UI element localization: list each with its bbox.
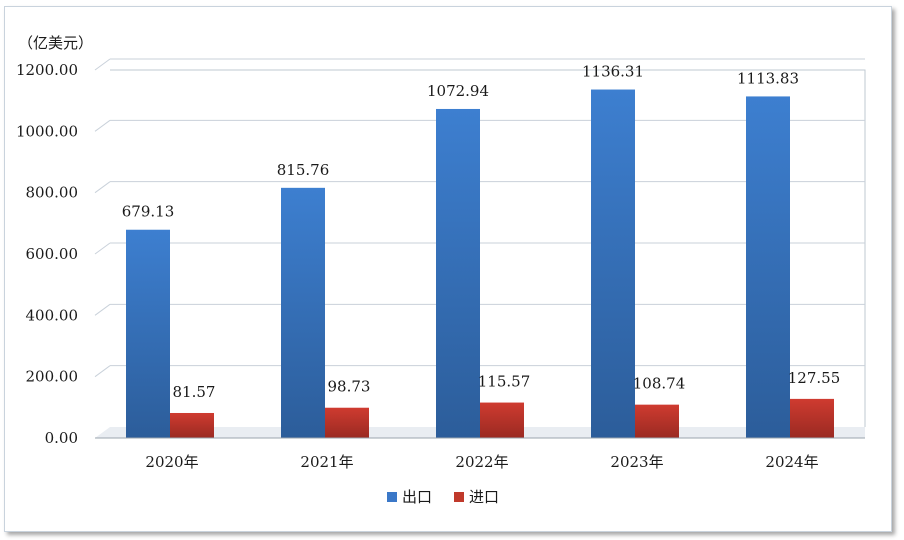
legend: 出口 进口 xyxy=(387,488,499,506)
gridline-diag xyxy=(94,58,111,71)
data-label-export: 1113.83 xyxy=(737,69,799,87)
legend-label-export: 出口 xyxy=(402,488,432,506)
data-label-import: 115.57 xyxy=(478,373,531,391)
y-tick-label: 600.00 xyxy=(26,245,79,263)
bar-export xyxy=(281,187,325,438)
x-tick-label: 2023年 xyxy=(610,453,663,471)
data-label-import: 108.74 xyxy=(633,375,686,393)
y-tick-label: 400.00 xyxy=(26,306,79,324)
x-tick-label: 2022年 xyxy=(455,453,508,471)
y-tick-label: 1200.00 xyxy=(16,61,78,79)
gridline-diag xyxy=(94,242,111,255)
gridline-diag xyxy=(94,303,111,316)
bar-import xyxy=(325,407,369,438)
data-label-export: 679.13 xyxy=(122,203,175,221)
bar-export xyxy=(591,89,635,438)
y-tick-label: 800.00 xyxy=(26,184,79,202)
y-tick-label: 1000.00 xyxy=(16,122,78,140)
y-axis-unit-label: （亿美元） xyxy=(18,34,93,52)
data-label-import: 98.73 xyxy=(328,378,371,396)
gridlines xyxy=(94,58,865,378)
x-axis-ticks: 2020年 2021年 2022年 2023年 2024年 xyxy=(145,453,818,471)
gridline-diag xyxy=(94,365,111,378)
x-tick-label: 2024年 xyxy=(765,453,818,471)
bars xyxy=(126,89,834,439)
y-axis-ticks: 0.00 200.00 400.00 600.00 800.00 1000.00 1200.… xyxy=(16,61,78,447)
x-tick-label: 2021年 xyxy=(300,453,353,471)
data-label-export: 1072.94 xyxy=(427,82,489,100)
data-label-export: 1136.31 xyxy=(582,63,644,81)
bar-import xyxy=(635,404,679,438)
legend-swatch-export xyxy=(387,492,397,502)
bar-import xyxy=(480,402,524,438)
gridline-diag xyxy=(94,119,111,132)
data-label-import: 127.55 xyxy=(788,369,841,387)
bar-export xyxy=(436,108,480,439)
bar-export xyxy=(746,96,790,438)
plot-wall-edge xyxy=(110,69,866,427)
bar-import xyxy=(170,412,214,438)
x-tick-label: 2020年 xyxy=(145,453,198,471)
bar-export xyxy=(126,229,170,438)
bar-import xyxy=(790,398,834,438)
data-label-import: 81.57 xyxy=(173,383,216,401)
legend-label-import: 进口 xyxy=(469,488,499,506)
gridline-diag xyxy=(94,181,111,194)
y-tick-label: 200.00 xyxy=(26,368,79,386)
data-labels: 679.13 81.57 815.76 98.73 1072.94 115.57 1136.… xyxy=(122,63,841,401)
legend-swatch-import xyxy=(454,492,464,502)
data-label-export: 815.76 xyxy=(277,161,330,179)
y-tick-label: 0.00 xyxy=(45,429,78,447)
